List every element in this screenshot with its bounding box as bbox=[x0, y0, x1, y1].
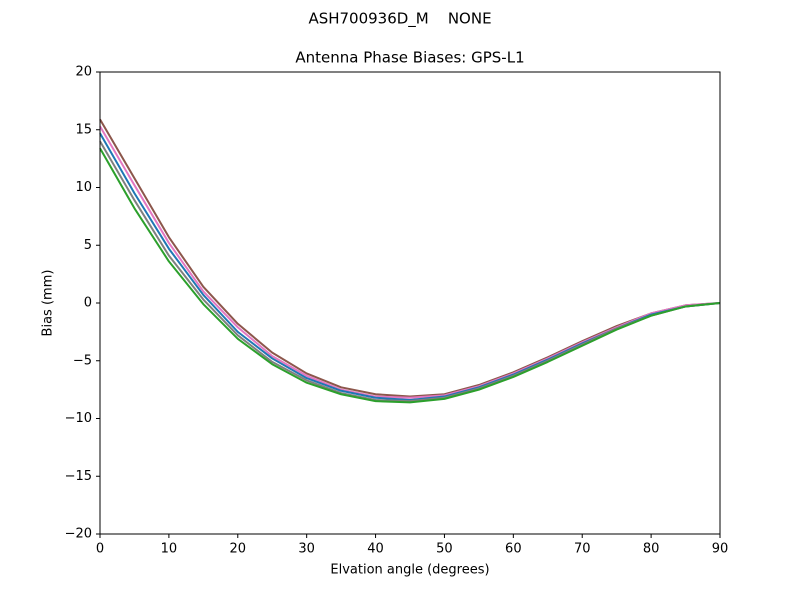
x-axis-label: Elvation angle (degrees) bbox=[330, 563, 489, 578]
series-line bbox=[99, 140, 721, 403]
x-tick-label: 20 bbox=[230, 542, 247, 557]
plot-frame bbox=[99, 71, 721, 535]
x-tick-label: 40 bbox=[367, 542, 384, 557]
x-tick-label: 80 bbox=[643, 542, 660, 557]
y-tick-label: −15 bbox=[65, 469, 92, 484]
x-tick-label: 10 bbox=[161, 542, 178, 557]
y-tick-label: 20 bbox=[75, 65, 92, 80]
y-tick-label: 5 bbox=[84, 238, 92, 253]
x-tick-label: 60 bbox=[505, 542, 522, 557]
series-line bbox=[99, 125, 721, 399]
y-tick-label: −5 bbox=[73, 353, 92, 368]
chart-title: Antenna Phase Biases: GPS-L1 bbox=[295, 49, 524, 67]
y-tick-label: −20 bbox=[65, 527, 92, 542]
y-tick-label: 15 bbox=[75, 122, 92, 137]
x-tick-label: 90 bbox=[712, 542, 729, 557]
y-axis-label: Bias (mm) bbox=[41, 270, 56, 337]
y-tick-label: −10 bbox=[65, 411, 92, 426]
x-tick-label: 70 bbox=[574, 542, 591, 557]
series-line bbox=[99, 147, 721, 404]
series-line bbox=[99, 132, 721, 402]
y-tick-label: 0 bbox=[84, 296, 92, 311]
suptitle: ASH700936D_M NONE bbox=[308, 10, 491, 29]
x-tick-label: 0 bbox=[96, 542, 104, 557]
x-tick-label: 50 bbox=[436, 542, 453, 557]
series-line bbox=[99, 118, 721, 398]
x-tick-label: 30 bbox=[298, 542, 315, 557]
y-tick-label: 10 bbox=[75, 180, 92, 195]
